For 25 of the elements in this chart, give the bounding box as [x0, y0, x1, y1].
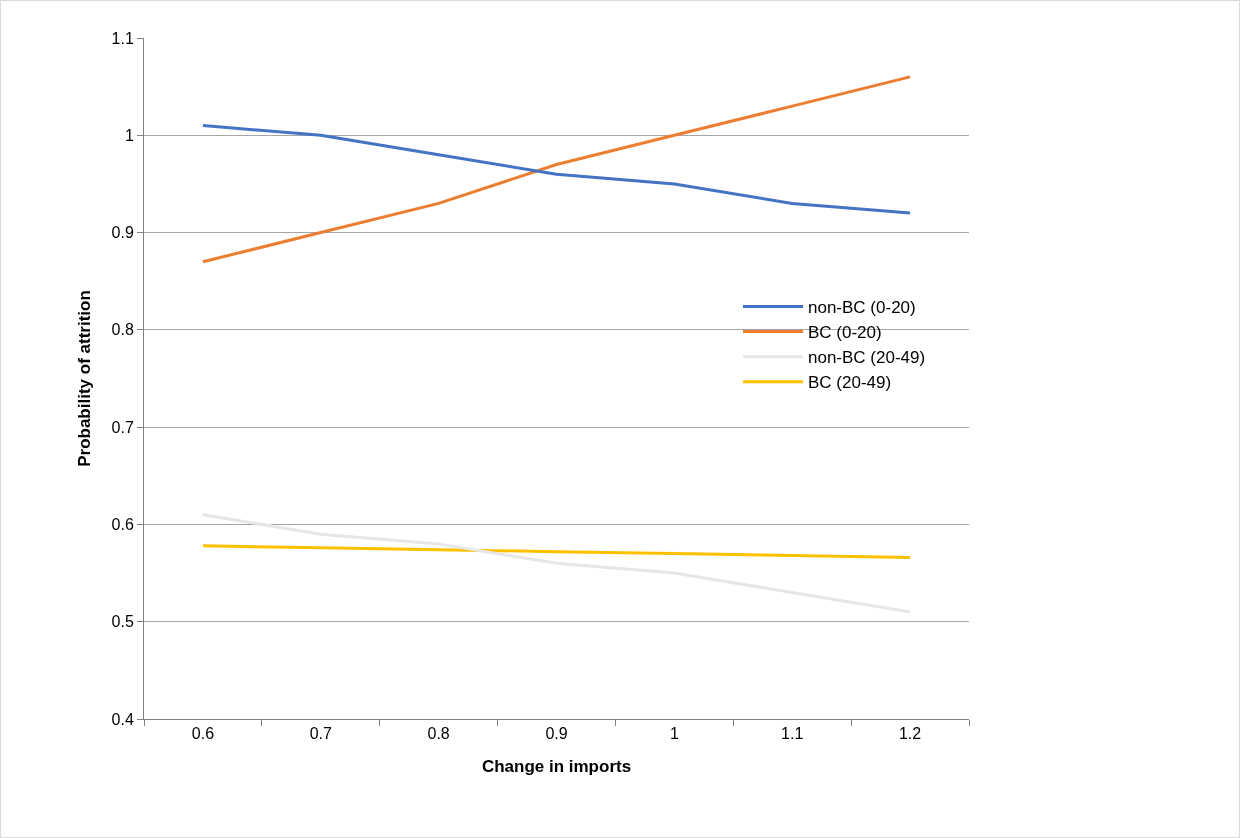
y-axis-title: Probability of attrition	[75, 290, 95, 467]
line-series	[201, 513, 912, 614]
legend-label: non-BC (0-20)	[808, 298, 916, 318]
x-tick-label: 0.8	[427, 725, 450, 743]
line-series	[201, 544, 912, 560]
x-tick-label: 0.6	[191, 725, 215, 743]
y-tick-label: 1.1	[111, 29, 134, 47]
y-tick-label: 0.9	[111, 224, 134, 242]
legend-label: BC (0-20)	[808, 323, 882, 343]
y-tick-label: 0.8	[111, 321, 134, 339]
y-tick-label: 1	[124, 126, 134, 144]
x-tick-label: 1.1	[781, 725, 804, 743]
y-tick-label: 0.6	[111, 516, 134, 534]
y-tick-label: 0.7	[111, 418, 134, 436]
legend-label: non-BC (20-49)	[808, 348, 926, 368]
line-series	[201, 124, 912, 215]
y-tick-label: 0.4	[111, 710, 134, 728]
x-tick-label: 0.9	[545, 725, 568, 743]
x-tick-label: 1	[669, 725, 679, 743]
legend-label: BC (20-49)	[808, 373, 892, 393]
line-series	[201, 75, 912, 264]
x-tick-label: 0.7	[309, 725, 333, 743]
x-tick-label: 1.2	[898, 725, 922, 743]
x-axis-title: Change in imports	[481, 756, 632, 776]
y-tick-label: 0.5	[111, 613, 134, 631]
